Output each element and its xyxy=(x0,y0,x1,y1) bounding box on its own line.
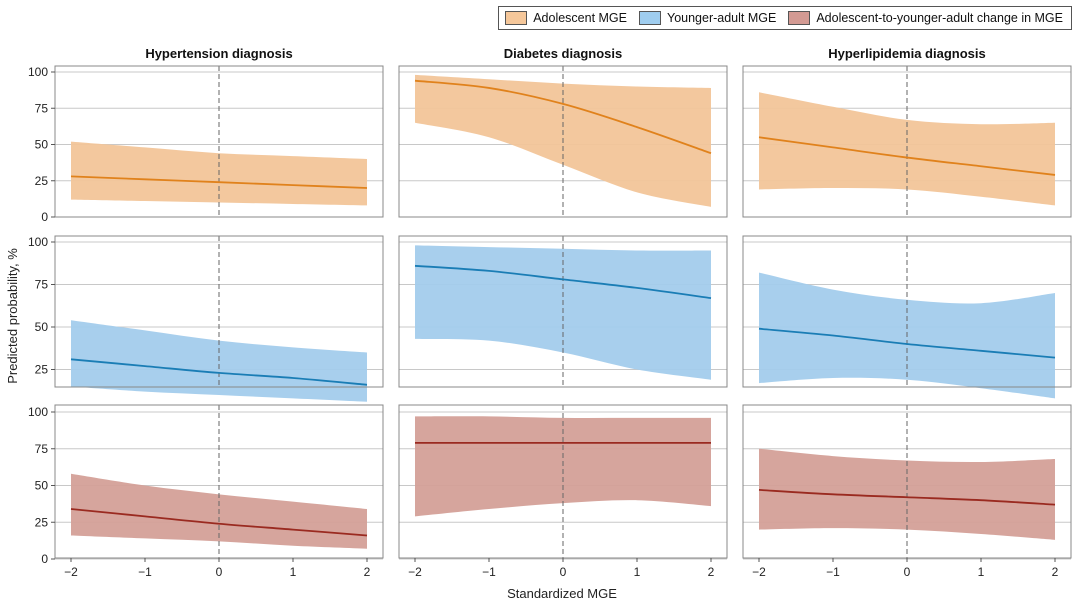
y-tick-label: 25 xyxy=(35,363,49,377)
y-tick-label: 50 xyxy=(35,138,49,152)
panel-frame xyxy=(54,235,384,388)
x-axis-title: Standardized MGE xyxy=(507,586,617,601)
x-tick-label: 1 xyxy=(634,565,641,579)
panel-change-2: −2 −1 0 1 2 xyxy=(742,404,1072,579)
legend-swatch-adolescent xyxy=(505,11,528,25)
y-tick-label: 100 xyxy=(28,405,48,419)
column-title-2: Hyperlipidemia diagnosis xyxy=(828,46,986,61)
panel-adolescent-2 xyxy=(742,65,1072,218)
estimate-line xyxy=(414,264,712,299)
y-tick-label: 100 xyxy=(28,235,48,249)
x-tick-label: 1 xyxy=(978,565,985,579)
panel-frame xyxy=(742,65,1072,218)
legend-item-adolescent: Adolescent MGE xyxy=(505,11,627,25)
panel-adolescent-1 xyxy=(398,65,728,218)
x-tick-label: −1 xyxy=(826,565,840,579)
x-tick-label: −2 xyxy=(64,565,78,579)
x-tick-label: 0 xyxy=(216,565,223,579)
estimate-line xyxy=(758,489,1056,506)
x-tick-label: 1 xyxy=(290,565,297,579)
column-title-0: Hypertension diagnosis xyxy=(145,46,292,61)
y-tick-label: 100 xyxy=(28,65,48,79)
legend-item-change: Adolescent-to-younger-adult change in MG… xyxy=(788,11,1063,25)
legend-swatch-younger-adult xyxy=(639,11,661,25)
panel-change-1: −2 −1 0 1 2 xyxy=(398,404,728,579)
legend-swatch-change xyxy=(788,11,811,25)
legend-item-younger-adult: Younger-adult MGE xyxy=(639,11,776,25)
estimate-line xyxy=(758,136,1056,176)
panel-younger_adult-1 xyxy=(398,235,728,388)
estimate-line xyxy=(70,175,368,189)
panel-younger_adult-0: 25 50 75 100 xyxy=(28,235,384,402)
panel-adolescent-0: 0 25 50 75 100 xyxy=(28,65,384,224)
legend: Adolescent MGE Younger-adult MGE Adolesc… xyxy=(498,6,1072,30)
y-tick-label: 75 xyxy=(35,278,49,292)
x-tick-label: −2 xyxy=(752,565,766,579)
x-tick-label: 0 xyxy=(560,565,567,579)
column-title-1: Diabetes diagnosis xyxy=(504,46,622,61)
confidence-band xyxy=(415,416,711,517)
x-tick-label: 2 xyxy=(708,565,715,579)
legend-label-adolescent: Adolescent MGE xyxy=(533,11,627,25)
panel-frame xyxy=(742,235,1072,388)
panel-frame xyxy=(398,235,728,388)
y-tick-label: 0 xyxy=(41,552,48,566)
panel-frame xyxy=(54,65,384,218)
x-tick-label: 2 xyxy=(364,565,371,579)
panel-change-0: 0 25 50 75 100 −2 −1 0 1 2 xyxy=(28,404,384,579)
estimate-line xyxy=(414,79,712,155)
y-tick-label: 0 xyxy=(41,210,48,224)
x-tick-label: −1 xyxy=(482,565,496,579)
panel-frame xyxy=(398,65,728,218)
estimate-line xyxy=(758,327,1056,359)
x-tick-label: −2 xyxy=(408,565,422,579)
estimate-line xyxy=(70,358,368,386)
y-tick-label: 25 xyxy=(35,174,49,188)
x-tick-label: 0 xyxy=(904,565,911,579)
panel-younger_adult-2 xyxy=(742,235,1072,399)
y-tick-label: 50 xyxy=(35,479,49,493)
y-tick-label: 50 xyxy=(35,320,49,334)
legend-label-change: Adolescent-to-younger-adult change in MG… xyxy=(816,11,1063,25)
legend-label-younger-adult: Younger-adult MGE xyxy=(667,11,777,25)
y-tick-label: 75 xyxy=(35,101,49,115)
x-tick-label: 2 xyxy=(1052,565,1059,579)
y-tick-label: 75 xyxy=(35,442,49,456)
estimate-line xyxy=(70,508,368,537)
y-axis-title: Predicted probability, % xyxy=(5,248,20,384)
x-tick-label: −1 xyxy=(138,565,152,579)
y-tick-label: 25 xyxy=(35,515,49,529)
